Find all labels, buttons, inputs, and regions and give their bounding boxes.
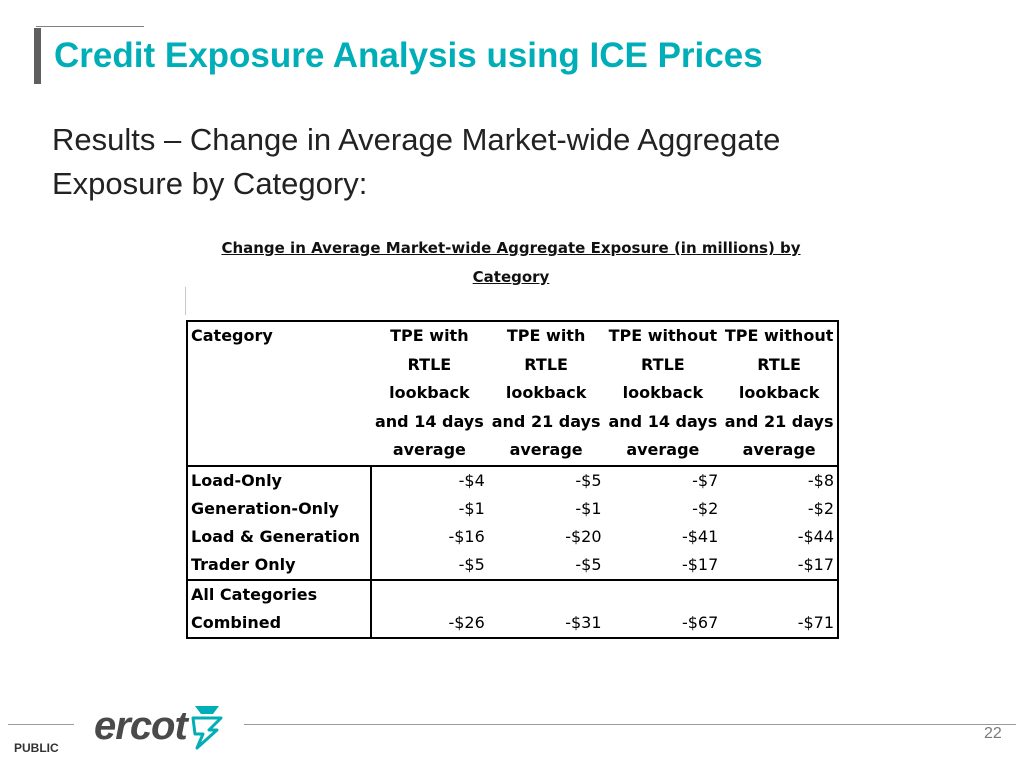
cell-value: -$8 <box>721 465 839 495</box>
column-header-tpe-without-21: TPE without RTLE lookback and 21 days av… <box>721 320 839 467</box>
cell-value: -$71 <box>721 579 839 639</box>
row-category: Trader Only <box>186 551 372 581</box>
cell-value: -$20 <box>565 527 602 546</box>
title-accent-bar <box>34 28 41 84</box>
cell-value: -$67 <box>604 579 722 639</box>
cell-value: -$2 <box>692 499 719 518</box>
ercot-logo-icon <box>191 706 223 750</box>
cell-value: -$17 <box>721 551 839 581</box>
cell-value: -$5 <box>487 551 605 581</box>
column-header-tpe-with-14: TPE with RTLE lookback and 14 days avera… <box>371 320 488 467</box>
cell-value: -$7 <box>604 465 722 495</box>
cell-value: -$1 <box>575 499 602 518</box>
row-category: Load-Only <box>186 465 372 495</box>
cell-value: -$41 <box>681 527 719 546</box>
column-header-tpe-with-21: TPE with RTLE lookback and 21 days avera… <box>487 320 605 467</box>
cell-value: -$44 <box>721 523 839 551</box>
table-caption: Change in Average Market-wide Aggregate … <box>200 234 822 292</box>
table-row: Load-Only -$4 -$5 -$7 -$8 <box>186 465 839 495</box>
title-rule <box>36 26 144 27</box>
table-total-row: All Categories Combined -$26 -$31 -$67 -… <box>186 579 839 639</box>
cell-value: -$1 <box>458 499 485 518</box>
row-category: Load & Generation <box>186 523 372 551</box>
table-header-row: Category TPE with RTLE lookback and 14 d… <box>186 320 839 467</box>
logo-wordmark: ercot <box>94 703 188 748</box>
slide-title: Credit Exposure Analysis using ICE Price… <box>54 36 763 75</box>
cell-value: -$5 <box>487 465 605 495</box>
column-header-category: Category <box>186 320 371 467</box>
footer-rule-right <box>244 724 1016 725</box>
ercot-logo: ercot <box>94 700 225 752</box>
table-caption-text: Change in Average Market-wide Aggregate … <box>221 239 801 286</box>
page-number: 22 <box>984 725 1002 742</box>
cell-value: -$5 <box>371 551 488 581</box>
column-header-tpe-without-14: TPE without RTLE lookback and 14 days av… <box>604 320 722 467</box>
footer-rule-left <box>8 724 74 725</box>
cell-value: -$2 <box>721 495 839 523</box>
row-category: Generation-Only <box>186 495 372 523</box>
row-category: All Categories Combined <box>186 579 372 639</box>
table-row: Generation-Only -$1 -$1 -$2 -$2 <box>186 495 839 523</box>
cell-value: -$16 <box>448 527 485 546</box>
table-divider-line <box>185 287 186 315</box>
slide-subtitle: Results – Change in Average Market-wide … <box>52 122 781 201</box>
table-row: Trader Only -$5 -$5 -$17 -$17 <box>186 551 839 581</box>
cell-value: -$26 <box>371 579 488 639</box>
table-row: Load & Generation -$16 -$20 -$41 -$44 <box>186 523 839 551</box>
classification-label: PUBLIC <box>14 741 59 755</box>
cell-value: -$31 <box>487 579 605 639</box>
exposure-table: Category TPE with RTLE lookback and 14 d… <box>186 320 839 639</box>
cell-value: -$4 <box>371 465 488 495</box>
cell-value: -$17 <box>604 551 722 581</box>
